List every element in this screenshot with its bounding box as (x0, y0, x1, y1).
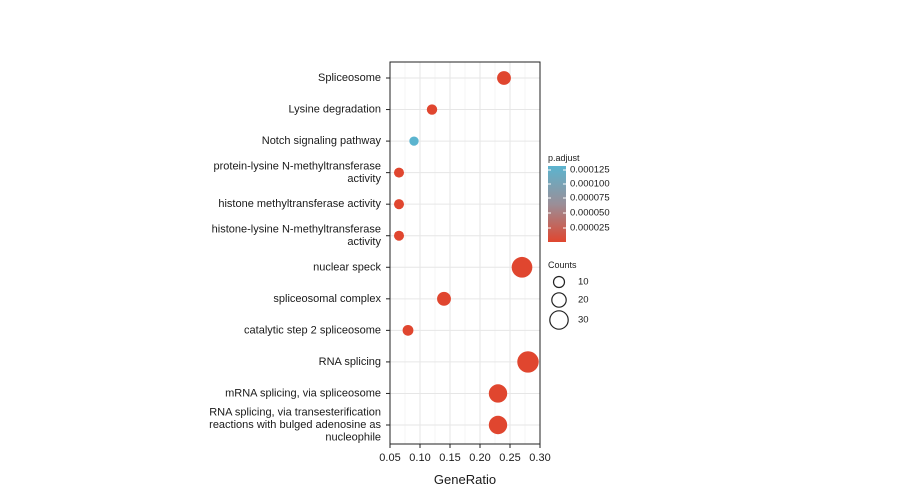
data-point (393, 167, 405, 178)
plot-panel (389, 61, 541, 445)
data-point (497, 71, 511, 85)
data-point (393, 199, 405, 210)
y-tick-label-line: catalytic step 2 spliceosome (244, 324, 381, 336)
data-points (393, 71, 539, 435)
data-point (511, 256, 533, 278)
y-tick-label-line: reactions with bulged adenosine as (209, 419, 381, 431)
y-tick-label: RNA splicing (319, 356, 381, 368)
y-axis-labels: Spliceosome Lysine degradation Notch signa… (209, 72, 390, 443)
p-adjust-colorbar (548, 166, 566, 242)
y-tick-label-line: RNA splicing, via transesterification (209, 406, 381, 418)
counts-legend-key (552, 275, 566, 289)
y-tick-label: RNA splicing, via transesterification rea… (209, 406, 381, 443)
y-tick-label: spliceosomal complex (273, 293, 381, 305)
data-point (488, 384, 508, 403)
y-tick-label-line: RNA splicing (319, 356, 381, 368)
x-axis-title: GeneRatio (434, 472, 496, 487)
y-tick-label: histone methyltransferase activity (218, 198, 381, 210)
y-tick-label: Spliceosome (318, 72, 381, 84)
counts-legend-label: 10 (578, 277, 589, 288)
y-tick-label-line: nucleophile (325, 431, 381, 443)
x-tick-label: 0.05 (379, 452, 400, 464)
p-adjust-legend: p.adjust 0.000125 0.000100 0.000075 0.000050… (548, 153, 610, 242)
y-tick-label: nuclear speck (313, 261, 381, 273)
y-tick-label-line: spliceosomal complex (273, 293, 381, 305)
y-tick-label: Notch signaling pathway (262, 135, 382, 147)
y-tick-label: Lysine degradation (288, 103, 381, 115)
y-tick-label-line: nuclear speck (313, 261, 381, 273)
y-tick-label-line: Spliceosome (318, 72, 381, 84)
y-tick-label-line: activity (347, 173, 381, 185)
y-tick-label: mRNA splicing, via spliceosome (225, 387, 381, 399)
data-point (437, 291, 451, 306)
p-adjust-legend-label: 0.000050 (570, 208, 610, 219)
x-tick-label: 0.20 (469, 452, 490, 464)
y-tick-label: catalytic step 2 spliceosome (244, 324, 381, 336)
x-tick-label: 0.10 (409, 452, 430, 464)
counts-legend-title: Counts (548, 260, 577, 270)
p-adjust-legend-label: 0.000075 (570, 193, 610, 204)
y-tick-label-line: protein-lysine N-methyltransferase (213, 160, 381, 172)
p-adjust-legend-label: 0.000025 (570, 223, 610, 234)
data-point (488, 415, 508, 435)
x-axis: 0.05 0.10 0.15 0.20 0.25 0.30 GeneRatio (379, 444, 551, 487)
counts-legend-key (551, 292, 567, 308)
y-tick-label-line: Notch signaling pathway (262, 135, 382, 147)
counts-legend-label: 20 (578, 295, 589, 306)
y-tick-label-line: mRNA splicing, via spliceosome (225, 387, 381, 399)
data-point (402, 324, 414, 336)
y-tick-label: protein-lysine N-methyltransferase activi… (213, 160, 381, 185)
counts-legend-key (549, 310, 569, 330)
y-tick-label: histone-lysine N-methyltransferase activi… (212, 223, 382, 248)
data-point (426, 104, 438, 115)
data-point (517, 351, 539, 373)
data-point (409, 136, 419, 146)
p-adjust-legend-title: p.adjust (548, 153, 580, 163)
y-tick-label-line: histone-lysine N-methyltransferase (212, 223, 381, 235)
x-tick-label: 0.30 (529, 452, 550, 464)
p-adjust-legend-label: 0.000125 (570, 165, 610, 176)
p-adjust-legend-label: 0.000100 (570, 179, 610, 190)
counts-legend-label: 30 (578, 315, 589, 326)
x-tick-label: 0.15 (439, 452, 460, 464)
plot-border (389, 61, 541, 445)
y-tick-label-line: activity (347, 236, 381, 248)
y-tick-label-line: histone methyltransferase activity (218, 198, 381, 210)
data-point (393, 230, 405, 241)
y-tick-label-line: Lysine degradation (288, 103, 381, 115)
x-tick-label: 0.25 (499, 452, 520, 464)
